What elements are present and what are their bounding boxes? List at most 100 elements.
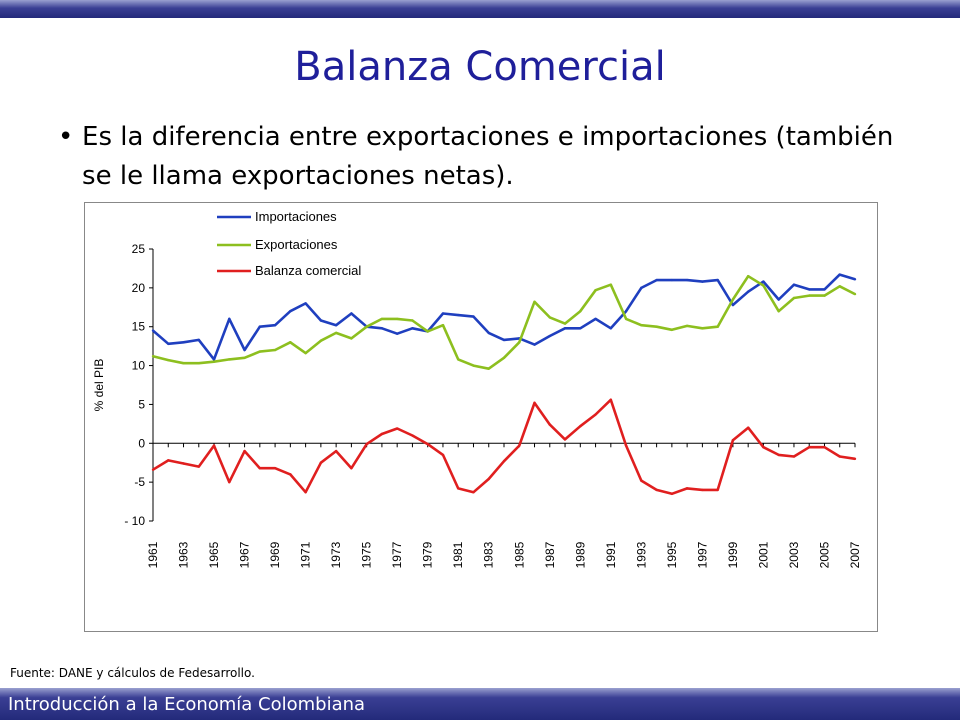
x-tick-label: 1995 bbox=[665, 541, 679, 568]
data-point bbox=[365, 325, 368, 328]
data-point bbox=[731, 438, 735, 442]
data-point bbox=[167, 459, 170, 462]
data-point bbox=[334, 449, 338, 453]
data-point bbox=[792, 283, 796, 286]
data-point bbox=[823, 445, 826, 449]
data-point bbox=[533, 401, 536, 405]
data-point bbox=[304, 351, 307, 355]
data-point bbox=[640, 286, 643, 290]
data-point bbox=[853, 292, 857, 296]
data-point bbox=[441, 453, 445, 457]
data-point bbox=[777, 298, 780, 301]
data-point bbox=[746, 426, 750, 429]
data-point bbox=[380, 317, 384, 321]
x-tick-label: 1999 bbox=[726, 541, 740, 568]
data-point bbox=[670, 278, 674, 282]
x-tick-label: 2007 bbox=[848, 541, 862, 568]
data-point bbox=[609, 283, 613, 286]
data-point bbox=[380, 432, 384, 436]
data-point bbox=[197, 338, 200, 342]
data-point bbox=[395, 332, 399, 335]
data-point bbox=[167, 342, 170, 346]
data-point bbox=[808, 294, 811, 297]
data-point bbox=[273, 348, 277, 352]
x-tick-label: 1969 bbox=[268, 541, 282, 568]
data-point bbox=[243, 449, 246, 453]
data-point bbox=[151, 355, 155, 358]
data-point bbox=[624, 309, 628, 313]
data-point bbox=[289, 341, 292, 344]
data-point bbox=[670, 492, 674, 495]
data-point bbox=[609, 327, 613, 330]
x-tick-label: 2001 bbox=[756, 541, 770, 568]
data-point bbox=[548, 423, 551, 426]
data-point bbox=[304, 491, 307, 494]
x-tick-label: 1963 bbox=[177, 541, 191, 568]
data-point bbox=[579, 309, 582, 313]
data-point bbox=[731, 303, 735, 307]
data-point bbox=[502, 356, 506, 359]
data-point bbox=[502, 338, 506, 342]
data-point bbox=[182, 462, 185, 465]
data-point bbox=[319, 339, 323, 342]
data-point bbox=[472, 315, 475, 318]
x-tick-label: 1973 bbox=[329, 541, 343, 568]
data-point bbox=[411, 327, 414, 330]
data-point bbox=[640, 479, 643, 482]
data-point bbox=[762, 284, 765, 287]
data-point bbox=[823, 294, 826, 297]
data-point bbox=[655, 325, 658, 328]
data-point bbox=[258, 325, 262, 328]
legend-label: Exportaciones bbox=[255, 237, 338, 252]
data-point bbox=[746, 290, 750, 293]
x-tick-label: 1977 bbox=[390, 541, 404, 568]
data-point bbox=[258, 466, 262, 470]
data-point bbox=[472, 491, 475, 494]
x-tick-label: 1997 bbox=[695, 541, 709, 568]
data-point bbox=[304, 302, 307, 305]
data-point bbox=[838, 455, 841, 458]
x-tick-label: 1961 bbox=[146, 541, 160, 568]
data-point bbox=[457, 313, 460, 317]
data-point bbox=[487, 477, 490, 481]
y-tick-label: 10 bbox=[132, 359, 146, 373]
data-point bbox=[273, 466, 277, 470]
data-point bbox=[624, 317, 628, 321]
data-point bbox=[670, 328, 674, 332]
data-point bbox=[167, 358, 170, 362]
data-point bbox=[701, 280, 704, 283]
y-tick-label: 0 bbox=[138, 436, 145, 450]
data-point bbox=[762, 445, 765, 449]
data-point bbox=[823, 288, 826, 291]
x-tick-label: 1975 bbox=[360, 541, 374, 568]
data-point bbox=[716, 488, 719, 492]
data-point bbox=[853, 278, 857, 281]
data-point bbox=[792, 296, 796, 300]
chart-container: - 10 -5 0 5 10 15 20 25 1961 1963 1965 1967 1969 1971… bbox=[84, 202, 878, 632]
legend-label: Importaciones bbox=[255, 209, 337, 224]
x-tick-label: 1983 bbox=[482, 541, 496, 568]
data-point bbox=[212, 444, 216, 447]
x-tick-label: 1991 bbox=[604, 541, 618, 568]
y-tick-label: 20 bbox=[132, 281, 146, 295]
data-point bbox=[395, 427, 399, 430]
data-point bbox=[716, 278, 719, 282]
data-point bbox=[655, 488, 658, 492]
data-point bbox=[640, 323, 643, 327]
x-tick-label: 1989 bbox=[573, 541, 587, 568]
data-point bbox=[838, 285, 841, 288]
data-point bbox=[319, 319, 323, 322]
data-point bbox=[212, 360, 216, 363]
line-chart: - 10 -5 0 5 10 15 20 25 1961 1963 1965 1967 1969 1971… bbox=[92, 209, 862, 568]
data-point bbox=[228, 480, 231, 484]
data-point bbox=[594, 288, 597, 292]
x-tick-label: 1979 bbox=[421, 541, 435, 568]
data-point bbox=[411, 319, 414, 322]
top-decorative-bar bbox=[0, 0, 960, 18]
series-line-1 bbox=[152, 273, 856, 361]
data-point bbox=[716, 325, 719, 328]
data-point bbox=[182, 362, 185, 365]
source-note: Fuente: DANE y cálculos de Fedesarrollo. bbox=[10, 666, 255, 680]
data-point bbox=[548, 334, 551, 338]
data-point bbox=[426, 330, 429, 333]
